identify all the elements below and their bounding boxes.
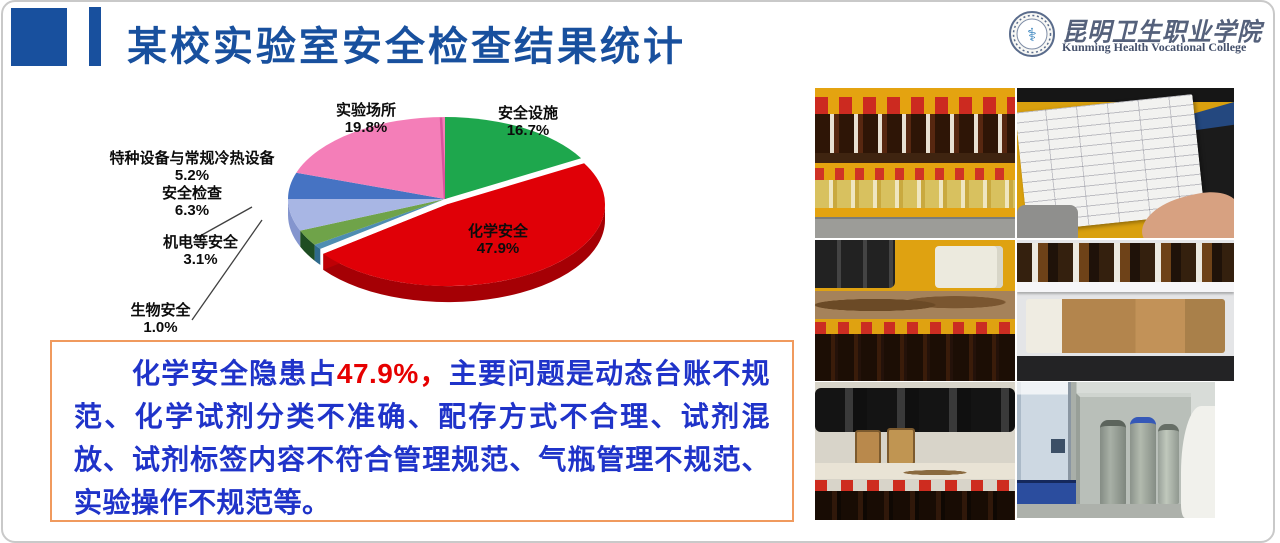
title-accent-bar [89,7,101,66]
pie-label-name: 化学安全 [467,223,528,240]
pie-label-name: 实验场所 [335,102,396,119]
pie-label-pct: 19.8% [344,119,388,136]
pie-rim-mech [300,230,315,261]
college-name-cn: 昆明卫生职业学院 [1062,16,1262,47]
pie-slice-mech-safety [300,199,445,245]
pie-slice-safety-facility [445,117,582,199]
summary-box: 化学安全隐患占47.9%，主要问题是动态台账不规范、化学试剂分类不准确、配存方式… [50,340,794,522]
pie-label-bio-safety: 生物安全 1.0% [98,302,223,336]
svg-text:⚕: ⚕ [1027,25,1037,46]
photo-detail [1017,382,1072,489]
photo-detail [1017,88,1234,102]
photo-detail [815,491,1015,520]
summary-highlight-percent: 47.9%， [336,358,449,389]
photo-detail [1050,439,1065,453]
photo-detail [1017,282,1234,293]
photo-detail [1100,420,1126,505]
photo-detail [935,245,1003,288]
photo-detail [815,216,1015,238]
college-name-en: Kunming Health Vocational College [1062,40,1247,54]
photo-gas-cylinders [1017,382,1215,518]
photo-detail [815,113,1015,153]
pie-label-name: 安全检查 [161,185,222,202]
summary-rest: 主要问题是动态台账不规范、化学试剂分类不准确、配存方式不合理、试剂混放、试剂标签… [74,358,770,518]
pie-label-pct: 6.3% [174,202,210,219]
photo-cabinet-bottles [815,240,1015,381]
photo-detail [815,321,1015,335]
photo-detail [1017,504,1215,518]
pie-rim-check [288,199,301,247]
photo-detail [815,152,1015,163]
photo-detail [815,240,895,288]
photo-detail [815,463,1015,479]
pie-label-pct: 1.0% [143,319,178,336]
photo-detail [815,334,1015,381]
pie-label-name: 生物安全 [130,302,191,319]
pie-label-pct: 5.2% [174,167,210,184]
photo-detail [815,479,1015,491]
leader-line-bio [191,219,263,321]
pie-slice-safety-check [288,199,445,231]
pie-label-name: 安全设施 [497,105,558,122]
pie-label-experiment-site: 实验场所 19.8% [312,102,420,136]
pie-label-name: 机电等安全 [162,234,238,251]
photo-detail [1129,417,1156,505]
summary-lead: 化学安全隐患占 [132,358,337,389]
photo-detail [1025,299,1226,353]
pie-label-mech-safety: 机电等安全 3.1% [128,234,273,268]
photo-detail [815,179,1015,208]
photo-detail [815,167,1015,180]
pie-label-safety-check: 安全检查 6.3% [86,185,298,219]
college-seal-icon: ⚕ [1009,11,1055,57]
photo-bagged-bottles [815,382,1015,520]
pie-slice-special-equipment [288,172,445,199]
pie-label-pct: 16.7% [506,122,550,139]
pie-slice-bio-safety [314,199,445,249]
photo-detail [815,290,1015,319]
pie-label-special-equipment: 特种设备与常规冷热设备 5.2% [86,150,298,184]
photo-detail [1017,205,1078,238]
pie-slice-experiment-site [296,117,445,199]
pie-label-safety-facility: 安全设施 16.7% [472,105,584,139]
photo-inventory-sheet [1017,88,1234,238]
pie-label-name: 特种设备与常规冷热设备 [109,150,275,167]
photo-detail [1157,424,1180,504]
pie-chart [191,117,606,321]
pie-slice-divider [439,117,447,200]
photo-detail [815,387,1015,432]
pie-label-pct: 3.1% [183,251,218,268]
summary-text: 化学安全隐患占47.9%，主要问题是动态台账不规范、化学试剂分类不准确、配存方式… [74,352,770,524]
photo-detail [1017,355,1234,381]
photo-detail [1181,406,1215,518]
title-accent-square [11,8,67,66]
pie-slice-chemical-safety [323,163,606,303]
photo-detail [887,427,915,465]
pie-label-chemical-safety: 化学安全 47.9% [438,223,558,257]
photo-detail [1017,242,1234,283]
photo-detail [815,97,1015,114]
photo-shelf-boxes [1017,240,1234,381]
photo-reagent-shelf-yellow [815,88,1015,238]
pie-rim-bio [314,244,321,265]
page-title: 某校实验室安全检查结果统计 [127,25,686,69]
pie-label-pct: 47.9% [476,240,520,257]
leader-line-mech [199,206,253,237]
photo-detail [855,430,881,465]
